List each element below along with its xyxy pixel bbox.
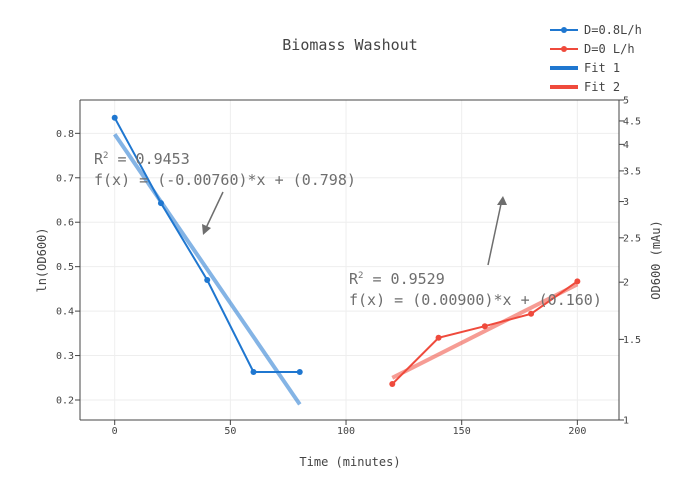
data-point-s1-4 <box>574 278 581 285</box>
fit-line-3 <box>391 282 579 380</box>
data-point-s0-1 <box>157 200 164 207</box>
fit-1-formula-text: f(x) = (-0.00760)*x + (0.798) <box>94 171 356 189</box>
fit-2-arrow-line <box>487 203 502 266</box>
x-axis-title: Time (minutes) <box>299 455 400 469</box>
data-point-s1-1 <box>435 334 442 341</box>
y2-tick-label-7: 4.5 <box>623 116 641 127</box>
fit-1-annotation: R2 = 0.9453 f(x) = (-0.00760)*x + (0.798… <box>94 150 356 235</box>
y-tick-label-1: 0.3 <box>56 351 74 362</box>
data-point-s0-4 <box>296 369 303 375</box>
x-tick-label-2: 100 <box>337 426 355 437</box>
y-tick-label-3: 0.5 <box>56 262 74 273</box>
y2-tick-label-3: 2.5 <box>623 233 641 244</box>
y-tick-label-5: 0.7 <box>56 173 74 184</box>
fit-line-2 <box>113 133 302 406</box>
data-point-s0-0 <box>111 114 118 121</box>
y-tick-label-2: 0.4 <box>56 307 74 318</box>
data-point-s0-3 <box>250 369 257 375</box>
legend-item-series-1[interactable]: D=0.8L/h <box>550 23 642 37</box>
x-tick-label-0: 0 <box>112 426 118 437</box>
y-tick-label-4: 0.6 <box>56 218 74 229</box>
x-tick-label-3: 150 <box>453 426 471 437</box>
y2-tick-label-5: 3.5 <box>623 166 641 177</box>
fit-2-arrow-head <box>497 196 507 205</box>
fit-1-r2-text: R2 = 0.9453 <box>94 150 190 168</box>
data-point-s0-2 <box>204 277 211 283</box>
fit-2-r2-text: R2 = 0.9529 <box>349 270 445 288</box>
legend: D=0.8L/h D=0 L/h Fit 1 Fit 2 <box>550 23 642 94</box>
y2-tick-label-8: 5 <box>623 96 629 107</box>
legend-item-fit-2[interactable]: Fit 2 <box>550 80 620 94</box>
y2-tick-label-2: 2 <box>623 278 629 289</box>
data-point-s1-3 <box>528 310 535 317</box>
legend-label-series-1: D=0.8L/h <box>584 23 642 37</box>
y-axis-title: ln(OD600) <box>35 227 49 292</box>
legend-marker-series-1 <box>561 27 567 33</box>
fit-2-formula-text: f(x) = (0.00900)*x + (0.160) <box>349 291 602 309</box>
legend-label-fit-1: Fit 1 <box>584 61 620 75</box>
grid-layer <box>80 100 619 420</box>
legend-item-series-2[interactable]: D=0 L/h <box>550 42 635 56</box>
x-tick-label-4: 200 <box>568 426 586 437</box>
fit-1-arrow-head <box>202 224 211 235</box>
legend-label-fit-2: Fit 2 <box>584 80 620 94</box>
y2-tick-label-0: 1 <box>623 416 629 427</box>
series-layer <box>111 114 581 387</box>
y-tick-label-0: 0.2 <box>56 396 74 407</box>
data-point-s1-0 <box>389 381 396 387</box>
y2-tick-label-1: 1.5 <box>623 335 641 346</box>
chart-title: Biomass Washout <box>282 36 417 54</box>
legend-marker-series-2 <box>561 46 567 52</box>
tick-layer: 0 50 100 150 200 0.2 0.3 0.4 0.5 0.6 0.7 0.8 1 1.5 2 2.… <box>56 96 641 438</box>
legend-label-series-2: D=0 L/h <box>584 42 635 56</box>
y2-tick-label-4: 3 <box>623 197 629 208</box>
x-tick-label-1: 50 <box>224 426 236 437</box>
fit-2-annotation: R2 = 0.9529 f(x) = (0.00900)*x + (0.160) <box>349 196 602 309</box>
legend-item-fit-1[interactable]: Fit 1 <box>550 61 620 75</box>
y-tick-label-6: 0.8 <box>56 129 74 140</box>
fit-layer <box>113 133 579 406</box>
data-point-s1-2 <box>481 323 488 330</box>
fit-1-arrow-line <box>205 191 224 229</box>
y2-axis-title: OD600 (mAu) <box>649 220 663 299</box>
axes-layer <box>79 99 620 421</box>
y2-tick-label-6: 4 <box>623 140 629 151</box>
